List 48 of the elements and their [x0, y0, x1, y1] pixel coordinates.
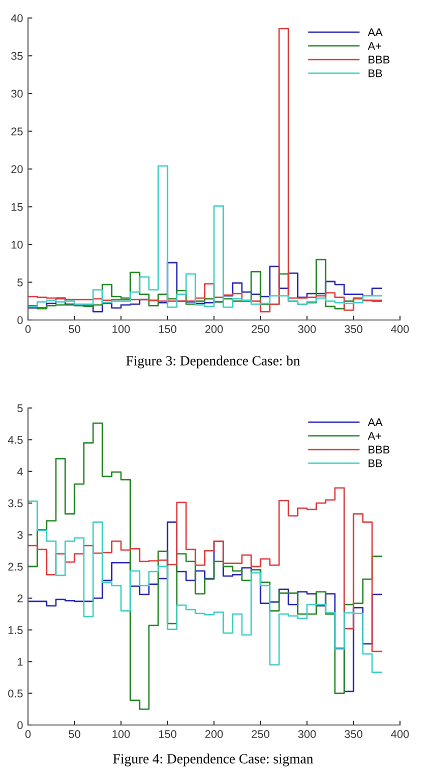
y-tick-label: 1.5 — [8, 626, 23, 634]
legend-label: AA — [368, 28, 383, 36]
x-tick-label: 250 — [252, 730, 270, 738]
x-tick-label: 350 — [344, 325, 362, 334]
x-tick-label: 150 — [159, 325, 176, 334]
x-tick-label: 400 — [390, 325, 409, 334]
legend-label: A+ — [368, 432, 382, 440]
legend-label: BB — [368, 459, 382, 468]
y-tick-label: 10 — [12, 240, 23, 249]
x-tick-label: 100 — [112, 325, 130, 334]
x-tick-label: 0 — [25, 730, 31, 738]
x-tick-label: 250 — [252, 325, 270, 334]
x-tick-label: 0 — [25, 325, 31, 334]
y-tick-label: 2.5 — [8, 562, 23, 571]
legend-label: BB — [368, 69, 382, 78]
y-tick-label: 3.5 — [8, 499, 23, 508]
caption: Figure 3: Dependence Case: bn — [126, 356, 300, 368]
y-tick-label: 4.5 — [8, 436, 23, 444]
x-tick-label: 300 — [298, 325, 316, 334]
x-tick-label: 50 — [68, 730, 80, 738]
x-tick-label: 100 — [112, 730, 130, 738]
y-tick-label: 3 — [17, 531, 23, 539]
legend-label: A+ — [368, 42, 382, 50]
y-tick-label: 35 — [11, 52, 23, 60]
caption: Figure 4: Dependence Case: sigman — [113, 754, 314, 766]
y-tick-label: 30 — [11, 90, 23, 98]
y-tick-label: 25 — [11, 128, 23, 136]
y-tick-label: 1 — [18, 658, 23, 666]
y-tick-label: 5 — [17, 404, 23, 412]
y-tick-label: 0 — [17, 721, 23, 730]
legend-label: AA — [368, 418, 383, 426]
x-tick-label: 50 — [68, 325, 80, 334]
x-tick-label: 200 — [205, 325, 223, 334]
y-tick-label: 2 — [18, 594, 23, 602]
y-tick-label: 4 — [17, 468, 23, 476]
y-tick-label: 20 — [11, 165, 23, 174]
x-tick-label: 300 — [298, 730, 316, 738]
y-tick-label: 15 — [12, 203, 23, 211]
y-tick-label: 5 — [17, 278, 23, 286]
y-tick-label: 0 — [17, 316, 23, 324]
legend-label: BBB — [368, 56, 390, 64]
x-tick-label: 200 — [205, 730, 223, 738]
x-tick-label: 400 — [390, 730, 409, 738]
x-tick-label: 150 — [159, 730, 176, 738]
y-tick-label: 0.5 — [8, 690, 23, 698]
y-tick-label: 40 — [11, 14, 23, 22]
legend-label: BBB — [368, 446, 390, 454]
x-tick-label: 350 — [344, 730, 362, 738]
